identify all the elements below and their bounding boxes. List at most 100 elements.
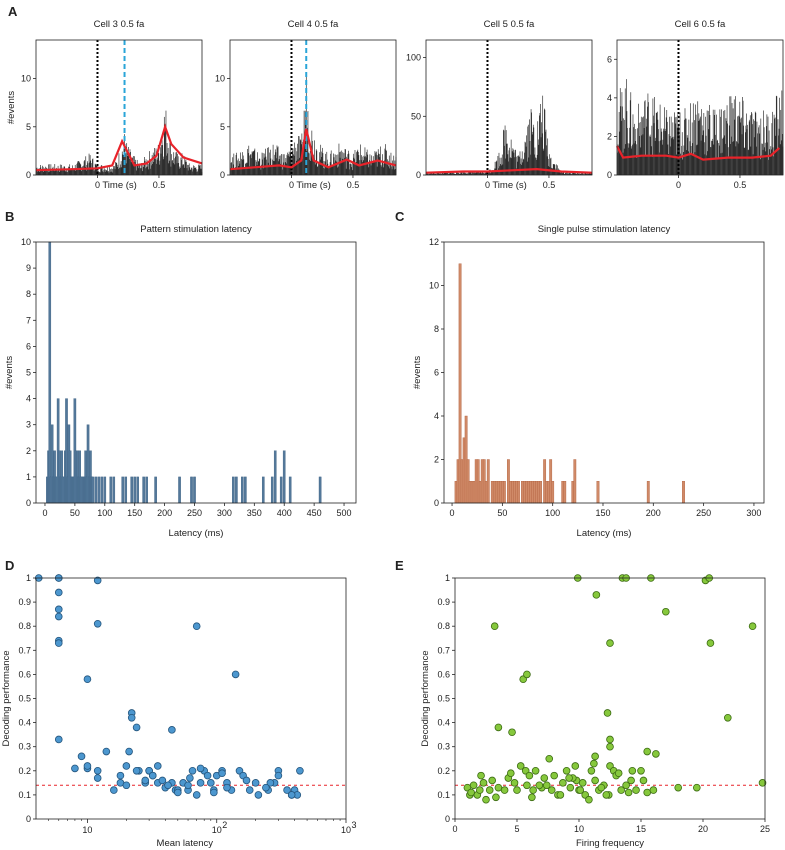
data-point	[153, 762, 162, 770]
data-point	[661, 607, 670, 616]
data-point	[652, 750, 660, 758]
data-point	[606, 735, 614, 744]
data-point	[639, 776, 648, 785]
data-point	[218, 769, 226, 778]
y-tick-label: 5	[220, 122, 225, 132]
data-point	[500, 786, 509, 794]
y-tick-label: 5	[26, 122, 31, 132]
data-point	[692, 783, 701, 792]
y-tick-label: 10	[215, 74, 225, 84]
y-tick-label: 3	[26, 420, 31, 430]
y-tick-label: 0.1	[18, 790, 31, 800]
x-tick-label: 20	[698, 824, 708, 834]
data-point	[83, 675, 92, 684]
data-point	[617, 786, 625, 794]
data-point	[525, 771, 534, 780]
y-tick-label: 0.4	[18, 718, 31, 728]
data-point	[614, 769, 623, 778]
y-tick-label: 1	[26, 573, 31, 583]
data-point	[492, 793, 500, 802]
panel-label-a: A	[8, 4, 18, 19]
data-point	[603, 709, 612, 717]
data-point	[516, 762, 525, 770]
x-tick-exponent: 2	[222, 820, 227, 830]
x-tick-label: 100	[97, 508, 112, 518]
chart-title: Cell 6 0.5 fa	[675, 19, 726, 30]
y-tick-label: 0	[445, 814, 450, 824]
data-point	[132, 723, 141, 732]
data-point	[490, 622, 499, 630]
x-tick-label: 0.5	[153, 180, 166, 190]
data-point	[477, 771, 485, 780]
histogram-bar	[121, 476, 125, 504]
x-tick-label: 0	[452, 824, 457, 834]
data-point	[207, 779, 215, 787]
y-tick-label: 6	[607, 54, 612, 64]
y-tick-label: 0.4	[437, 718, 450, 728]
x-axis-label: Latency (ms)	[577, 528, 632, 539]
axes-frame	[229, 39, 397, 176]
data-point	[632, 786, 640, 794]
histogram-bar	[124, 476, 128, 504]
x-tick-label: 10	[82, 825, 92, 835]
scatter-e: 00.10.20.30.40.50.60.70.80.910 5 10 15 20 25F…	[420, 573, 770, 849]
data-point	[174, 788, 182, 797]
y-tick-label: 6	[434, 368, 439, 378]
data-point	[469, 781, 478, 790]
data-point	[196, 764, 205, 773]
x-tick-label: 0.5	[543, 180, 556, 190]
data-point	[758, 779, 767, 787]
data-point	[542, 781, 551, 790]
panel-label-b: B	[5, 209, 14, 224]
data-point	[192, 622, 201, 630]
x-tick-label: 0	[485, 180, 490, 190]
data-point	[266, 779, 275, 787]
x-tick-label: 150	[595, 508, 610, 518]
data-point	[210, 788, 218, 797]
data-point	[576, 786, 585, 794]
y-tick-label: 10	[21, 237, 31, 247]
data-point	[93, 619, 102, 628]
data-point	[578, 779, 587, 787]
data-point	[262, 783, 270, 792]
y-tick-label: 50	[411, 111, 421, 121]
data-point	[587, 766, 596, 775]
x-tick-label: 0.5	[734, 180, 747, 190]
x-axis-label: Latency (ms)	[169, 528, 224, 539]
y-axis-label: Decoding performance	[1, 650, 12, 746]
data-point	[540, 774, 549, 782]
y-tick-label: 0.2	[18, 766, 31, 776]
data-point	[168, 726, 176, 734]
y-tick-label: 2	[607, 131, 612, 141]
x-tick-label: 300	[217, 508, 232, 518]
data-point	[223, 783, 231, 792]
histogram-bar	[318, 476, 322, 504]
mean-rate-curve	[425, 167, 593, 174]
histogram-bar	[279, 476, 283, 504]
histogram-bar	[502, 481, 506, 504]
data-point	[122, 762, 131, 770]
data-point	[132, 766, 141, 775]
x-tick-label: 10	[341, 825, 351, 835]
histogram-bar	[130, 476, 134, 504]
histogram-bar	[235, 476, 238, 504]
y-tick-label: 0.5	[437, 694, 450, 704]
x-axis-label: Time (s)	[296, 180, 330, 191]
y-tick-label: 4	[607, 93, 612, 103]
y-tick-label: 0.6	[18, 669, 31, 679]
y-tick-label: 4	[26, 394, 31, 404]
data-point	[54, 735, 63, 744]
data-point	[482, 795, 490, 804]
data-point	[559, 779, 567, 787]
axes-frame	[454, 577, 766, 820]
histogram-bar	[270, 476, 274, 504]
data-point	[556, 791, 565, 799]
y-tick-label: 12	[429, 237, 439, 247]
data-point	[649, 786, 658, 794]
y-tick-label: 0	[220, 170, 225, 180]
x-tick-label: 15	[636, 824, 646, 834]
histogram-bar	[244, 476, 247, 504]
data-point	[585, 795, 593, 804]
data-point	[196, 779, 205, 787]
